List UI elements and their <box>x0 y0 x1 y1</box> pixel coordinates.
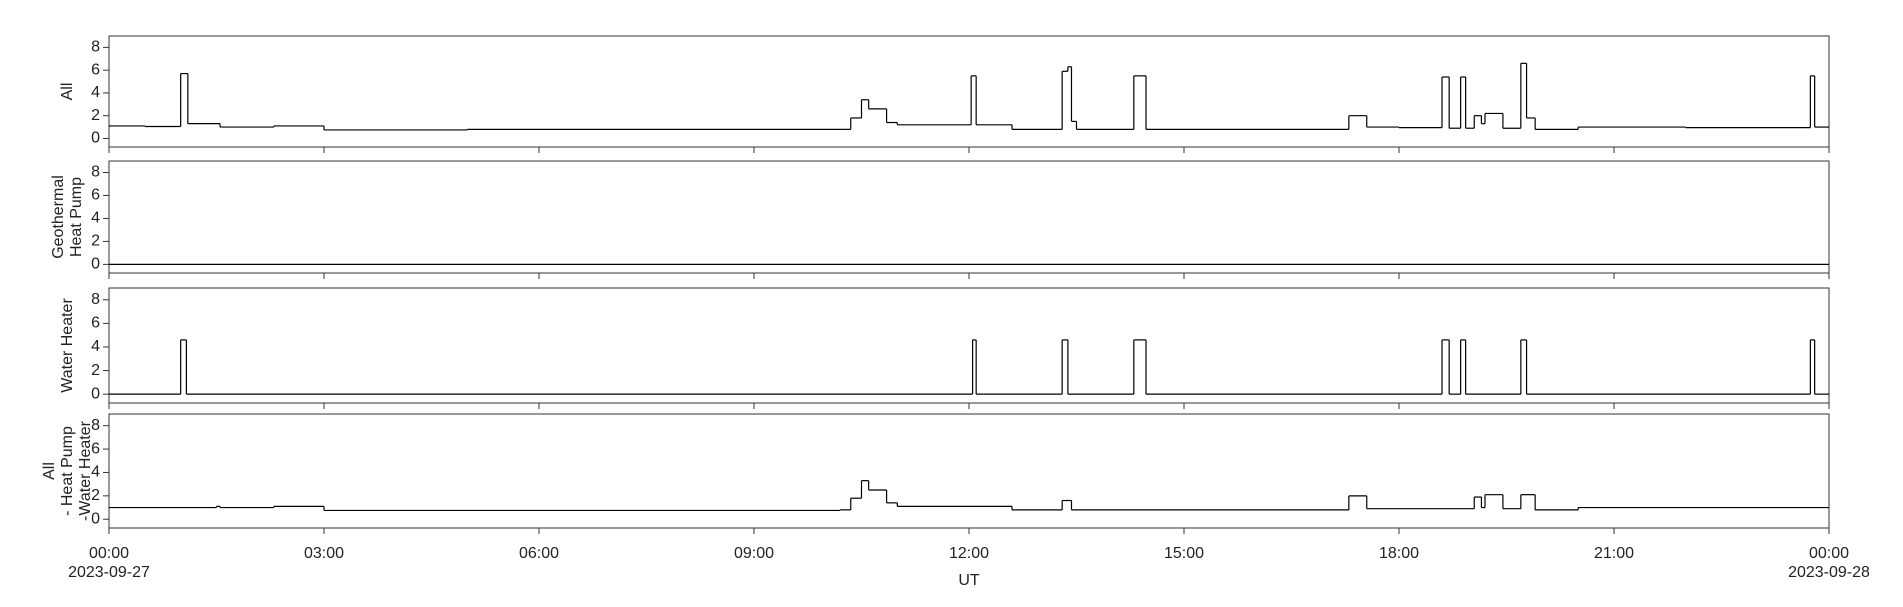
y-tick-label: 0 <box>91 385 100 402</box>
y-axis-label: All <box>59 83 76 101</box>
y-tick-label: 0 <box>91 256 100 273</box>
y-tick-label: 6 <box>91 187 100 204</box>
panel-frame <box>108 160 1830 274</box>
y-tick-label: 8 <box>91 417 100 434</box>
y-tick-label: 0 <box>91 510 100 527</box>
y-tick-label: 2 <box>91 233 100 250</box>
y-tick-label: 8 <box>91 39 100 56</box>
y-tick-label: 4 <box>91 338 100 355</box>
y-tick-label: 4 <box>91 464 100 481</box>
x-tick-label: 00:00 <box>89 545 129 562</box>
x-date-label: 2023-09-27 <box>68 564 150 581</box>
y-tick-label: 0 <box>91 130 100 147</box>
x-tick-label: 06:00 <box>519 545 559 562</box>
y-tick-label: 6 <box>91 440 100 457</box>
y-axis-label: Geothermal <box>50 175 67 259</box>
y-tick-label: 4 <box>91 84 100 101</box>
y-tick-label: 8 <box>91 164 100 181</box>
y-axis-label: Water Heater <box>59 298 76 393</box>
x-date-label: 2023-09-28 <box>1788 564 1870 581</box>
y-tick-label: 2 <box>91 362 100 379</box>
x-tick-label: 03:00 <box>304 545 344 562</box>
x-tick-label: 18:00 <box>1379 545 1419 562</box>
x-axis-label: UT <box>958 572 980 589</box>
y-tick-label: 6 <box>91 61 100 78</box>
y-tick-label: 6 <box>91 315 100 332</box>
y-tick-label: 2 <box>91 487 100 504</box>
y-tick-label: 2 <box>91 107 100 124</box>
y-tick-label: 4 <box>91 210 100 227</box>
y-axis-label: -Water Heater <box>77 420 94 521</box>
y-tick-label: 8 <box>91 291 100 308</box>
y-axis-label: All <box>41 462 58 480</box>
y-axis-label: Heat Pump <box>68 177 85 257</box>
panel-frame <box>108 287 1830 404</box>
x-tick-label: 15:00 <box>1164 545 1204 562</box>
x-tick-label: 21:00 <box>1594 545 1634 562</box>
y-axis-label: - Heat Pump <box>59 426 76 516</box>
x-tick-label: 09:00 <box>734 545 774 562</box>
x-tick-label: 00:00 <box>1809 545 1849 562</box>
x-tick-label: 12:00 <box>949 545 989 562</box>
